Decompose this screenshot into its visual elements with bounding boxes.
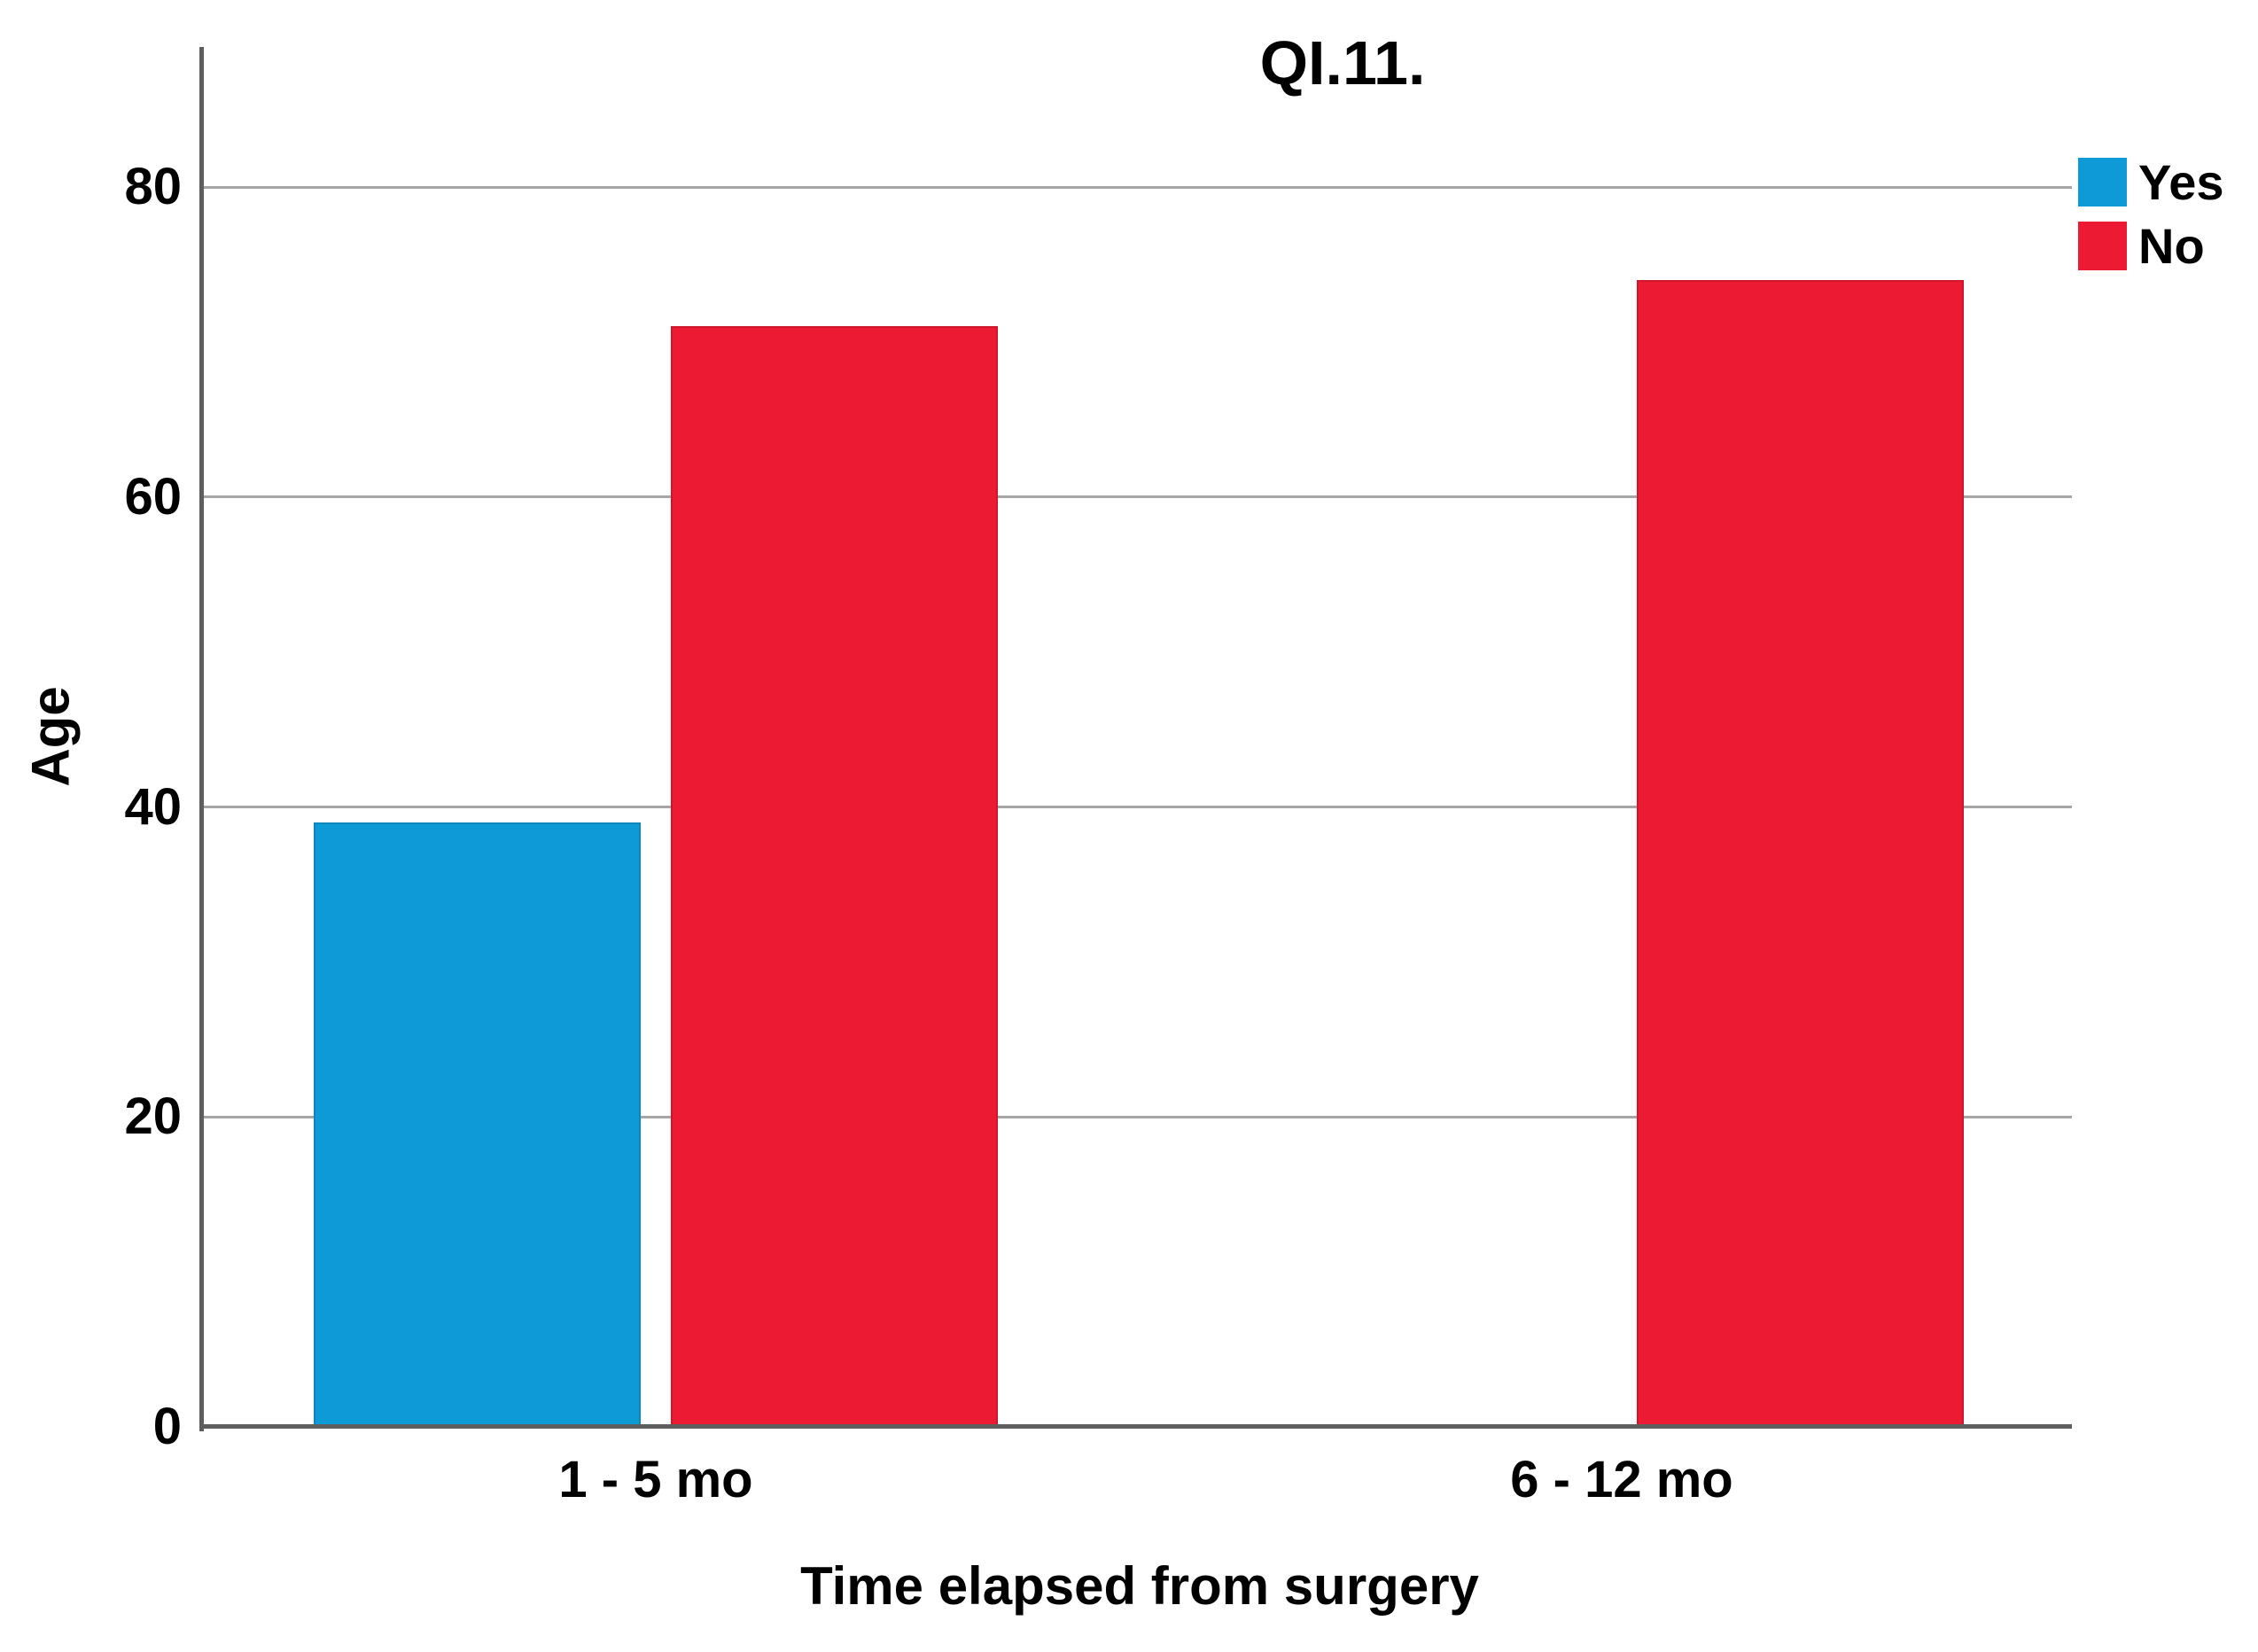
legend-item-yes: Yes	[2078, 154, 2224, 210]
y-axis-line	[199, 47, 204, 1431]
legend-swatch-no	[2078, 222, 2127, 270]
legend-label-no: No	[2138, 218, 2205, 274]
gridline-y-40	[202, 806, 2072, 808]
x-category-label-2: 6 - 12 mo	[1510, 1451, 1733, 1508]
chart-title: QI.11.	[1259, 28, 1426, 97]
legend-swatch-yes	[2078, 158, 2127, 206]
gridline-y-80	[202, 185, 2072, 189]
y-tick-label-40: 40	[124, 777, 182, 836]
gridline-y-20	[202, 1115, 2072, 1118]
y-tick-label-60: 60	[124, 467, 182, 526]
x-axis-title: Time elapsed from surgery	[800, 1556, 1479, 1616]
bar-yes-1	[314, 822, 641, 1427]
y-tick-label-20: 20	[124, 1087, 182, 1146]
bar-no-1	[671, 326, 998, 1427]
legend: Yes No	[2078, 158, 2224, 285]
x-axis-line	[199, 1424, 2072, 1429]
y-tick-label-80: 80	[124, 158, 182, 215]
legend-item-no: No	[2078, 218, 2224, 274]
bar-no-2	[1637, 279, 1964, 1427]
y-tick-label-0: 0	[152, 1398, 182, 1455]
legend-label-yes: Yes	[2138, 154, 2224, 210]
y-axis-title: Age	[20, 686, 81, 787]
gridline-y-60	[202, 495, 2072, 499]
x-category-label-1: 1 - 5 mo	[558, 1451, 753, 1508]
